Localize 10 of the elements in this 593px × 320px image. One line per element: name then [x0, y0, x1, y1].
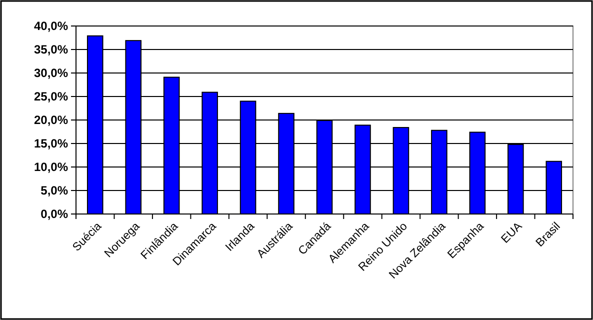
x-tick-label: EUA — [499, 220, 525, 246]
y-tick-label: 40,0% — [34, 19, 68, 34]
y-tick-label: 15,0% — [34, 136, 68, 151]
y-tick-label: 0,0% — [40, 207, 68, 222]
y-tick-label: 35,0% — [34, 42, 68, 57]
y-tick-label: 25,0% — [34, 90, 68, 104]
y-tick-label: 20,0% — [34, 113, 68, 128]
y-tick-label: 5,0% — [40, 184, 68, 198]
y-tick-label: 30,0% — [34, 66, 68, 80]
y-tick-label: 10,0% — [34, 160, 68, 174]
